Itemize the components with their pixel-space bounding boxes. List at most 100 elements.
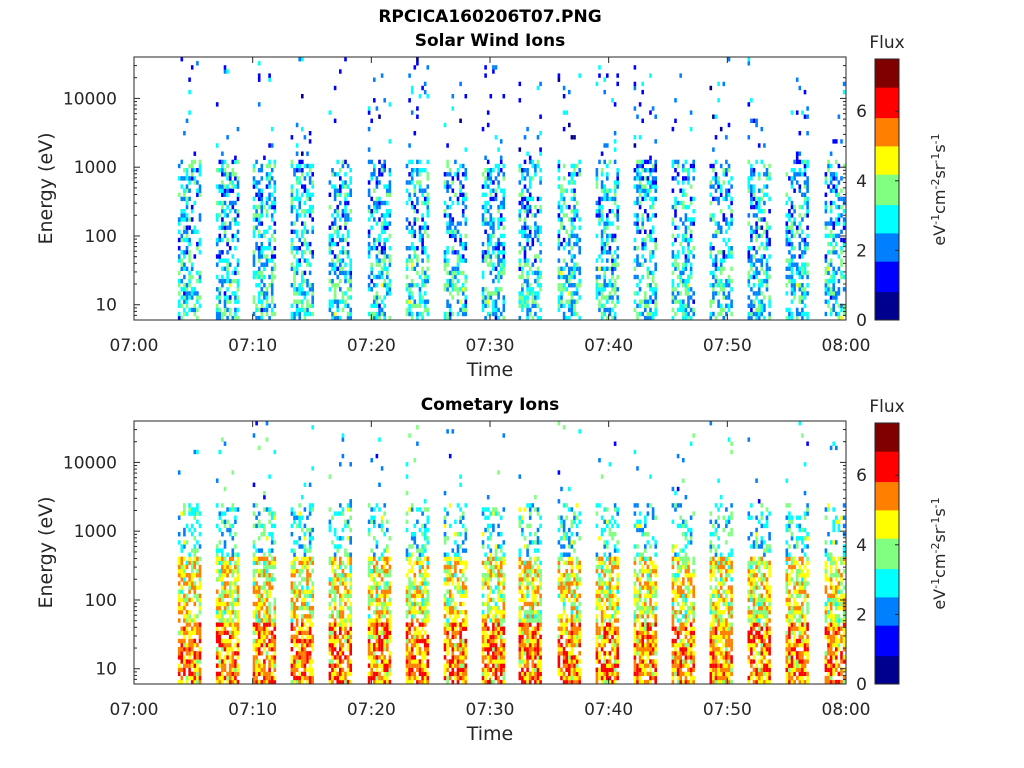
flux-cell [484, 209, 487, 214]
flux-cell [568, 241, 571, 247]
flux-cell [196, 61, 199, 66]
flux-cell [180, 209, 184, 214]
flux-cell [755, 213, 758, 218]
flux-cell [671, 159, 675, 165]
flux-cell [383, 184, 386, 189]
flux-cell [333, 581, 337, 586]
flux-cell [298, 159, 301, 165]
flux-cell [709, 213, 713, 218]
y-tick-label: 1000 [74, 158, 117, 178]
flux-cell [489, 254, 493, 259]
flux-cell [484, 73, 487, 78]
flux-cell [654, 262, 657, 267]
flux-cell [193, 548, 197, 553]
flux-cell [270, 307, 274, 313]
flux-cell [370, 626, 373, 631]
flux-cell [349, 626, 352, 631]
flux-cell [349, 667, 352, 673]
flux-cell [221, 614, 224, 619]
flux-cell [226, 581, 229, 586]
flux-cell [674, 118, 677, 124]
flux-cell [268, 679, 271, 685]
flux-cell [268, 605, 271, 611]
flux-cell [654, 176, 657, 181]
colorbar-segment [875, 115, 899, 119]
flux-cell [790, 254, 794, 259]
flux-cell [798, 270, 802, 276]
flux-cell [388, 291, 392, 296]
flux-cell [290, 679, 294, 685]
flux-cell [806, 184, 809, 189]
flux-cell [370, 589, 373, 594]
flux-cell [306, 196, 309, 202]
flux-cell [768, 311, 771, 317]
flux-cell [218, 679, 222, 685]
flux-cell [198, 172, 202, 177]
flux-cell [265, 213, 269, 218]
flux-cell [373, 556, 376, 562]
flux-cell [682, 192, 685, 198]
flux-cell [290, 589, 294, 594]
flux-cell [252, 560, 256, 566]
flux-cell [260, 221, 264, 226]
flux-cell [499, 274, 503, 280]
flux-cell [835, 311, 838, 317]
flux-cell [306, 638, 309, 644]
flux-cell [536, 135, 540, 140]
flux-cell [236, 184, 240, 189]
flux-cell [263, 597, 266, 603]
flux-cell [750, 287, 753, 292]
flux-cell [234, 515, 237, 520]
flux-cell [557, 204, 561, 210]
flux-cell [824, 311, 828, 317]
colorbar-segment [875, 93, 899, 97]
flux-cell [829, 221, 833, 226]
flux-cell [311, 556, 314, 562]
flux-cell [416, 180, 419, 185]
flux-cell [226, 274, 229, 280]
flux-cell [803, 192, 807, 198]
flux-cell [788, 274, 791, 280]
flux-cell [565, 213, 568, 218]
flux-cell [185, 610, 189, 615]
flux-cell [331, 184, 334, 189]
flux-cell [339, 299, 342, 304]
flux-cell [842, 221, 846, 226]
flux-cell [306, 675, 309, 681]
flux-cell [824, 278, 828, 284]
flux-cell [380, 283, 384, 288]
flux-cell [298, 679, 301, 685]
flux-cell [231, 610, 235, 615]
flux-cell [481, 258, 485, 263]
flux-cell [692, 299, 695, 304]
flux-cell [757, 303, 761, 309]
flux-cell [644, 291, 647, 296]
flux-cell [824, 299, 828, 304]
flux-cell [674, 237, 677, 243]
flux-cell [221, 659, 224, 664]
flux-cell [750, 196, 753, 202]
flux-cell [218, 577, 222, 582]
flux-cell [188, 675, 191, 681]
flux-cell [333, 209, 337, 214]
flux-cell [752, 192, 756, 198]
flux-cell [255, 667, 258, 673]
flux-cell [523, 168, 527, 173]
flux-cell [255, 663, 258, 668]
flux-cell [730, 221, 733, 226]
flux-cell [521, 168, 524, 173]
flux-cell [481, 172, 485, 177]
flux-cell [367, 601, 371, 607]
flux-cell [562, 85, 566, 91]
flux-cell [521, 192, 524, 198]
flux-cell [373, 204, 376, 210]
flux-cell [489, 221, 493, 226]
flux-cell [308, 634, 312, 640]
flux-cell [215, 630, 219, 636]
flux-cell [257, 213, 261, 218]
flux-cell [687, 274, 690, 280]
flux-cell [765, 192, 769, 198]
flux-cell [727, 168, 731, 173]
flux-cell [255, 225, 258, 230]
flux-cell [270, 560, 274, 566]
